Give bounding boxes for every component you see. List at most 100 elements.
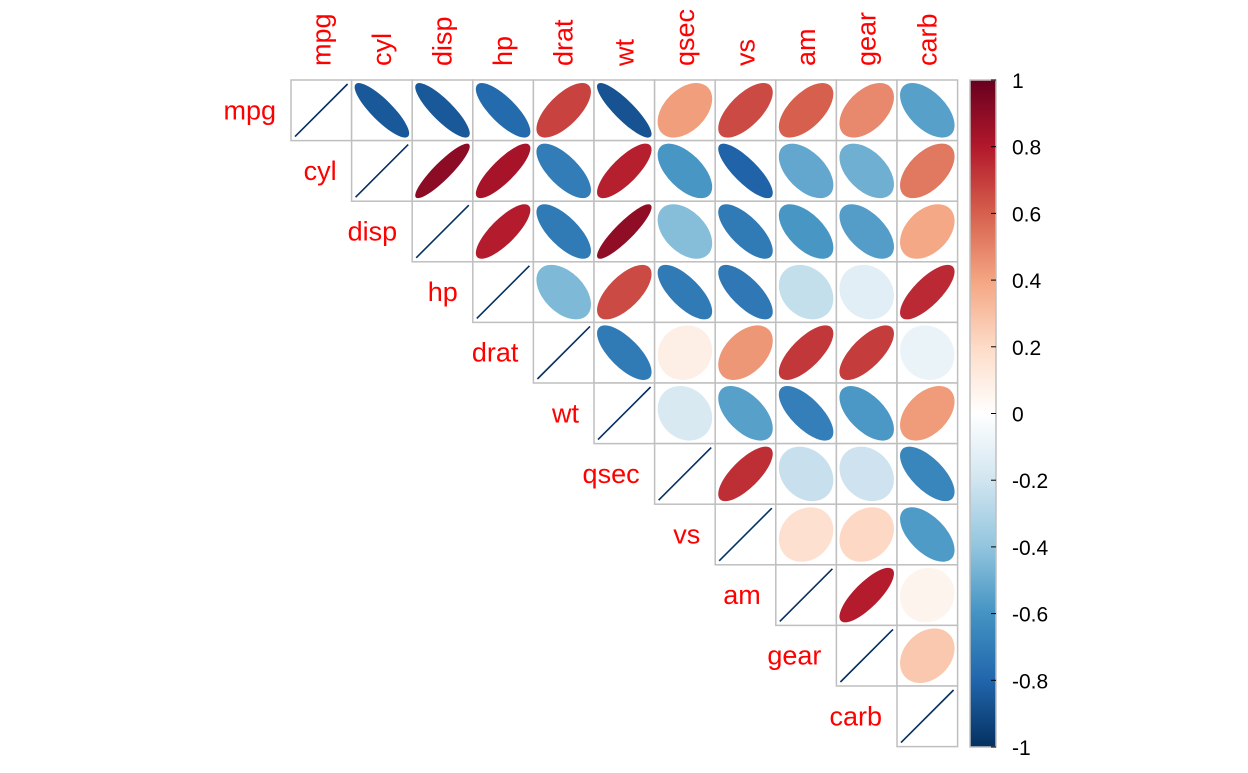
corr-ellipse-disp-hp [475, 204, 531, 259]
col-label-wt: wt [609, 39, 639, 67]
colorbar-tick-label: 0.2 [1012, 337, 1041, 360]
col-label-disp: disp [428, 16, 458, 66]
cell-wt-wt [593, 382, 656, 445]
cell-am-gear [835, 564, 898, 627]
colorbar-tick-label: -0.2 [1012, 470, 1048, 493]
cell-hp-vs [714, 261, 777, 324]
cell-disp-vs [714, 200, 777, 263]
cell-cyl-disp [411, 139, 474, 202]
corr-ellipse-mpg-hp [475, 83, 531, 138]
cell-drat-wt [593, 321, 656, 384]
corr-ellipse-disp-drat [536, 204, 591, 259]
corr-ellipse-disp-carb [900, 204, 955, 259]
corr-ellipse-qsec-gear [839, 446, 894, 502]
corr-ellipse-wt-qsec [657, 386, 713, 441]
cell-mpg-qsec [653, 79, 716, 142]
col-label-cyl: cyl [367, 33, 397, 66]
cell-cyl-vs [714, 139, 777, 202]
corr-ellipse-vs-carb [900, 507, 955, 562]
row-label-cyl: cyl [304, 156, 337, 186]
row-label-hp: hp [428, 277, 458, 307]
cell-hp-gear [835, 261, 898, 324]
corr-ellipse-cyl-hp [475, 143, 531, 199]
corr-ellipse-hp-carb [900, 264, 955, 320]
cell-mpg-disp [411, 79, 474, 142]
corr-ellipse-mpg-wt [597, 83, 652, 138]
corr-ellipse-am-carb [900, 567, 955, 623]
colorbar-tick-label: -0.4 [1012, 537, 1049, 560]
corr-ellipse-disp-am [778, 204, 834, 259]
corr-ellipse-cyl-gear [839, 143, 894, 199]
corr-ellipse-qsec-vs [718, 446, 773, 502]
cell-wt-carb [896, 382, 959, 445]
corr-ellipse-drat-wt [597, 325, 652, 380]
row-label-gear: gear [767, 641, 821, 671]
col-label-vs: vs [731, 39, 761, 66]
cell-hp-carb [896, 261, 959, 324]
cell-mpg-am [775, 79, 838, 142]
cell-cyl-gear [835, 139, 898, 202]
cell-qsec-gear [835, 442, 898, 505]
cells-layer [290, 79, 959, 748]
corr-ellipse-drat-qsec [657, 325, 713, 380]
diagonal-mark [718, 507, 773, 562]
corr-ellipse-wt-gear [839, 386, 894, 441]
col-label-carb: carb [912, 13, 942, 66]
cell-am-carb [896, 564, 959, 627]
corr-ellipse-hp-wt [597, 264, 652, 320]
colorbar-tick-label: 0 [1012, 404, 1024, 427]
cell-hp-qsec [653, 261, 716, 324]
cell-cyl-drat [532, 139, 595, 202]
corr-ellipse-mpg-carb [900, 83, 955, 138]
cell-mpg-mpg [290, 79, 353, 142]
cell-disp-disp [411, 200, 474, 263]
diagonal-mark [839, 628, 894, 683]
corr-ellipse-disp-wt [597, 204, 652, 259]
cell-disp-gear [835, 200, 898, 263]
colorbar-tick-label: -1 [1012, 737, 1031, 760]
cell-mpg-carb [896, 79, 959, 142]
colorbar: 1 0.8 0.6 0.4 0.2 0 -0.2 -0.4 -0.6 -0.8 -1 [969, 70, 1049, 760]
colorbar-tick-label: 0.4 [1012, 270, 1042, 293]
corr-ellipse-wt-carb [900, 386, 955, 441]
corr-ellipse-mpg-vs [718, 83, 773, 138]
corr-ellipse-mpg-disp [415, 83, 470, 138]
corr-ellipse-disp-qsec [657, 204, 713, 259]
row-label-drat: drat [472, 338, 519, 368]
cell-drat-drat [532, 321, 595, 384]
row-label-mpg: mpg [223, 95, 276, 125]
corr-ellipse-drat-carb [900, 325, 955, 380]
corr-ellipse-mpg-am [778, 83, 834, 138]
diagonal-mark [597, 386, 652, 441]
corr-ellipse-hp-qsec [657, 264, 713, 320]
row-label-am: am [723, 580, 761, 610]
corr-ellipse-vs-am [778, 507, 834, 562]
colorbar-tick-label: 1 [1012, 70, 1024, 93]
corr-ellipse-hp-am [778, 264, 834, 320]
corr-ellipse-cyl-wt [597, 143, 652, 199]
corr-ellipse-hp-vs [718, 264, 773, 320]
diagonal-mark [294, 83, 349, 138]
cell-wt-qsec [653, 382, 716, 445]
diagonal-mark [536, 325, 591, 380]
diagonal-mark [476, 265, 530, 319]
corr-ellipse-hp-gear [839, 264, 894, 320]
corr-ellipse-gear-carb [900, 628, 955, 683]
colorbar-tick-label: -0.8 [1012, 670, 1048, 693]
cell-gear-carb [896, 624, 959, 687]
cell-vs-vs [714, 503, 777, 566]
cell-drat-am [775, 321, 838, 384]
row-label-disp: disp [348, 217, 398, 247]
cell-cyl-cyl [350, 139, 413, 202]
corr-ellipse-cyl-qsec [657, 143, 713, 199]
cell-wt-vs [714, 382, 777, 445]
cell-cyl-wt [593, 139, 656, 202]
labels-layer: mpg cyl disp hp drat wt qsec vs am gear carbmpgcyl… [223, 9, 942, 731]
corr-ellipse-mpg-cyl [354, 83, 410, 138]
cell-mpg-drat [532, 79, 595, 142]
cell-qsec-carb [896, 442, 959, 505]
cell-disp-wt [593, 200, 656, 263]
col-label-am: am [791, 28, 821, 66]
cell-drat-carb [896, 321, 959, 384]
